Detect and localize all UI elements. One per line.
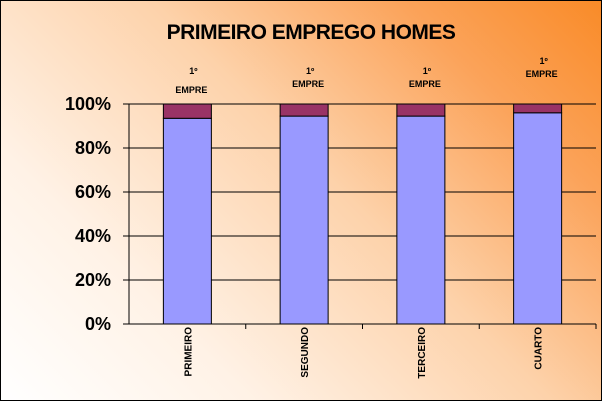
category-label: TERCEIRO [417,327,428,379]
data-label-line2: EMPRE [526,69,558,79]
data-label-line1: 1º [189,66,198,76]
bar-segment-1 [513,112,563,325]
data-label-line1: 1º [539,56,548,66]
category-label: CUARTO [534,327,545,370]
bar-segment-2 [396,103,446,117]
data-label-line2: EMPRE [175,85,207,95]
bar-segment-2 [513,103,563,114]
category-label: PRIMEIRO [183,327,194,377]
bar-segment-1 [279,115,329,325]
data-label-line1: 1º [306,66,315,76]
data-label-line1: 1º [423,66,432,76]
y-tick-label: 20% [75,270,111,290]
bar-segment-1 [396,115,446,325]
category-label: SEGUNDO [300,327,311,378]
y-tick-label: 40% [75,226,111,246]
bar-segment-1 [162,117,212,325]
y-tick-label: 100% [65,94,111,114]
bar-segment-2 [162,103,212,119]
y-tick-label: 80% [75,138,111,158]
chart-title: PRIMEIRO EMPREGO HOMES [166,21,456,44]
data-label-line2: EMPRE [292,79,324,89]
data-label-line2: EMPRE [409,79,441,89]
y-tick-label: 0% [85,314,111,334]
bar-segment-2 [279,103,329,117]
y-tick-label: 60% [75,182,111,202]
